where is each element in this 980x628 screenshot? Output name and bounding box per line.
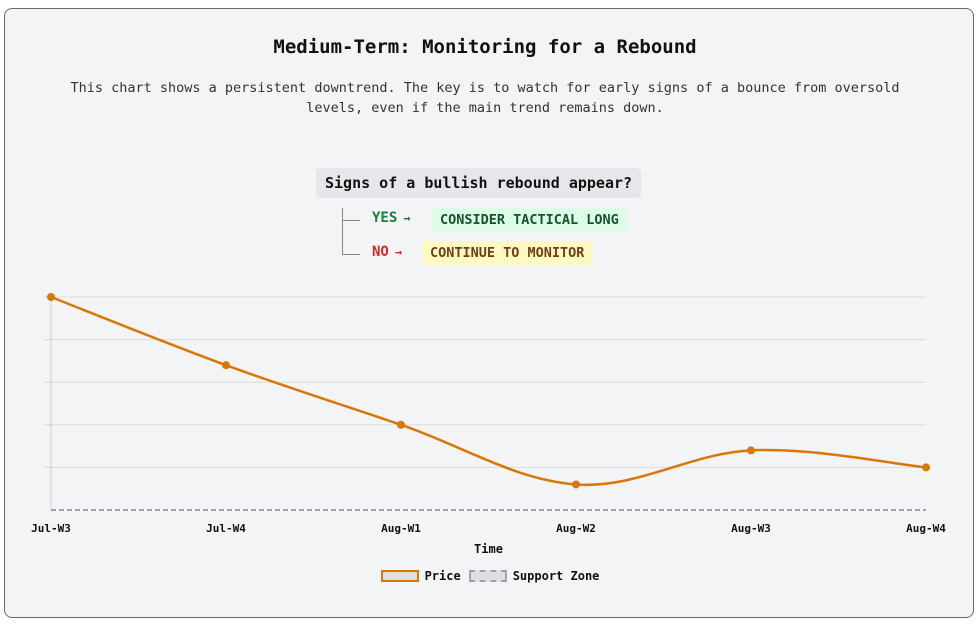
yes-branch: YES → (372, 210, 411, 226)
yes-label: YES (372, 210, 398, 226)
legend-label-support-zone: Support Zone (512, 569, 600, 583)
price-series-line (50, 295, 927, 487)
legend-item-price[interactable]: Price (380, 569, 461, 583)
legend-label-price: Price (424, 569, 461, 583)
price-point-aug-w3 (747, 446, 755, 455)
price-point-jul-w4 (222, 361, 230, 370)
chart-card (4, 8, 974, 618)
x-tick-label: Aug-W4 (906, 522, 946, 535)
arrow-right-icon: → (394, 245, 403, 259)
x-tick-label: Jul-W3 (31, 522, 71, 535)
chart-legend: Price Support Zone (0, 569, 980, 583)
no-label: NO (372, 244, 389, 260)
price-point-aug-w4 (922, 463, 930, 472)
x-tick-label: Aug-W3 (731, 522, 771, 535)
x-tick-label: Aug-W1 (381, 522, 421, 535)
tree-connector-yes (342, 220, 360, 221)
x-tick-label: Aug-W2 (556, 522, 596, 535)
no-branch: NO → (372, 244, 402, 260)
decision-question: Signs of a bullish rebound appear? (316, 168, 642, 198)
x-axis-title: Time (474, 542, 503, 556)
legend-swatch-price (380, 570, 419, 582)
page-title: Medium-Term: Monitoring for a Rebound (273, 36, 697, 58)
no-action-badge: CONTINUE TO MONITOR (422, 241, 593, 265)
price-point-aug-w1 (397, 420, 405, 429)
yes-action-badge: CONSIDER TACTICAL LONG (432, 208, 627, 232)
page-subtitle: This chart shows a persistent downtrend.… (70, 80, 900, 116)
arrow-right-icon: → (403, 211, 411, 225)
tree-connector-no (342, 254, 360, 255)
tree-connector-vertical (342, 208, 343, 255)
price-point-jul-w3 (47, 293, 55, 301)
x-tick-label: Jul-W4 (206, 522, 246, 535)
legend-item-support-zone[interactable]: Support Zone (468, 569, 600, 583)
price-point-aug-w2 (572, 480, 580, 489)
legend-swatch-support-zone (468, 570, 507, 582)
